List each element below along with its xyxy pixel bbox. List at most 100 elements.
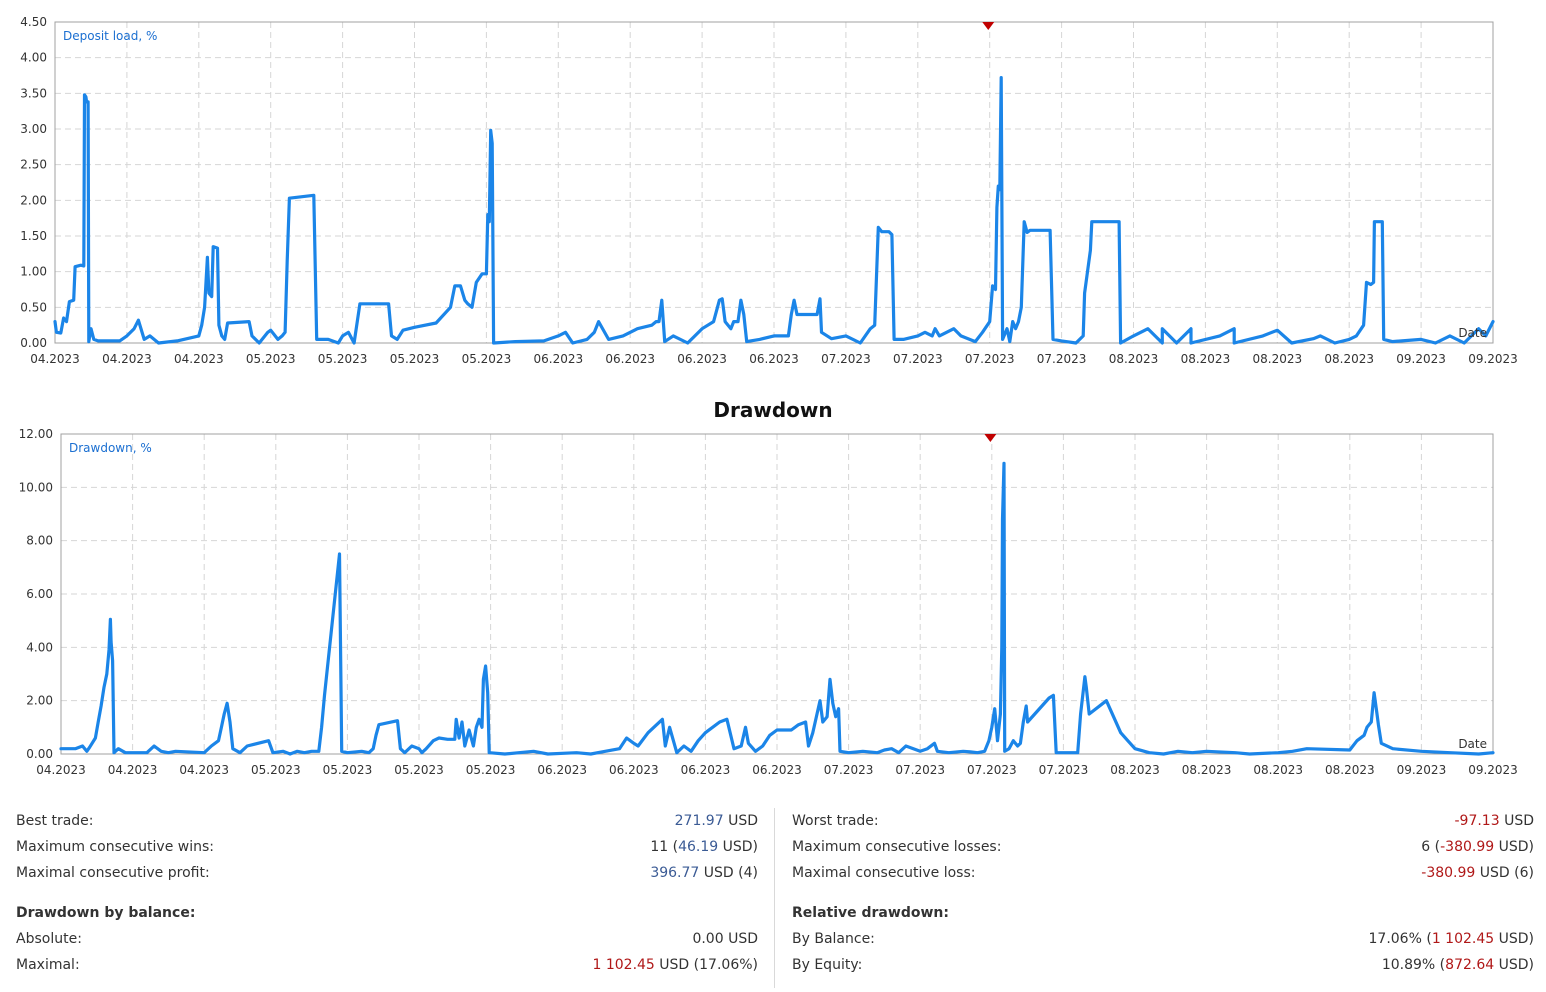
drawdown-chart-title: Drawdown [713, 398, 833, 422]
drawdown-x-tick-label: 05.2023 [394, 763, 444, 777]
max-consecutive-losses-row: Maximum consecutive losses: 6 (-380.99 U… [792, 834, 1534, 860]
deposit-load-x-tick-label: 08.2023 [1324, 352, 1374, 366]
drawdown-x-tick-label: 07.2023 [824, 763, 874, 777]
max-consecutive-profit-amount: 396.77 [650, 865, 700, 881]
deposit-load-x-tick-label: 08.2023 [1109, 352, 1159, 366]
deposit-load-x-tick-label: 05.2023 [318, 352, 368, 366]
absolute-drawdown-row: Absolute: 0.00 USD [16, 926, 758, 952]
max-consecutive-losses-unit: USD [1498, 839, 1529, 855]
max-consecutive-profit-unit: USD [703, 865, 734, 881]
max-consecutive-profit-value: 396.77 USD (4) [650, 865, 758, 881]
drawdown-x-tick-label: 05.2023 [323, 763, 373, 777]
deposit-load-chart: 04.2023 04.2023 04.2023 05.2023 05.2023 05.20… [20, 15, 1518, 366]
drawdown-x-tick-label: 04.2023 [179, 763, 229, 777]
deposit-load-x-tick-label: 08.2023 [1181, 352, 1231, 366]
stats-left-panel: Best trade: 271.97 USD Maximum consecuti… [16, 808, 758, 978]
worst-trade-label: Worst trade: [792, 813, 879, 829]
deposit-load-x-tick-label: 07.2023 [1037, 352, 1087, 366]
deposit-load-x-axis-label: Date [1458, 326, 1487, 340]
max-consecutive-wins-amount: 46.19 [678, 839, 719, 855]
drawdown-y-tick-label: 8.00 [26, 534, 53, 548]
max-consecutive-profit-count: 4 [743, 865, 753, 881]
deposit-load-x-tick-label: 05.2023 [246, 352, 296, 366]
deposit-load-y-tick-label: 2.50 [20, 158, 47, 172]
worst-trade-row: Worst trade: -97.13 USD [792, 808, 1534, 834]
deposit-load-y-tick-label: 1.00 [20, 265, 47, 279]
deposit-load-peak-marker [982, 22, 995, 30]
drawdown-y-tick-label: 12.00 [19, 428, 53, 441]
maximal-drawdown-value: 1 102.45 USD (17.06%) [592, 957, 759, 973]
max-consecutive-loss-row: Maximal consecutive loss: -380.99 USD (6… [792, 860, 1534, 886]
deposit-load-series-line [53, 76, 1495, 345]
drawdown-x-tick-label: 07.2023 [1039, 763, 1089, 777]
deposit-load-x-tick-label: 06.2023 [677, 352, 727, 366]
relative-drawdown-heading: Relative drawdown: [792, 905, 949, 921]
drawdown-x-tick-label: 04.2023 [36, 763, 86, 777]
by-balance-label: By Balance: [792, 931, 875, 947]
drawdown-x-tick-label: 05.2023 [251, 763, 301, 777]
deposit-load-y-tick-label: 0.50 [20, 300, 47, 314]
drawdown-y-tick-label: 10.00 [19, 480, 53, 494]
best-trade-value: 271.97 USD [675, 808, 758, 834]
drawdown-x-tick-label: 06.2023 [681, 763, 731, 777]
drawdown-y-tick-label: 4.00 [26, 640, 53, 654]
by-equity-pct: 10.89% [1381, 957, 1436, 973]
by-balance-row: By Balance: 17.06% (1 102.45 USD) [792, 926, 1534, 952]
deposit-load-y-tick-label: 3.00 [20, 122, 47, 136]
best-trade-amount: 271.97 [674, 813, 724, 829]
deposit-load-x-tick-label: 05.2023 [462, 352, 512, 366]
max-consecutive-loss-count: 6 [1519, 865, 1529, 881]
drawdown-x-axis-label: Date [1458, 737, 1487, 751]
by-balance-amount: 1 102.45 [1431, 931, 1495, 947]
by-equity-row: By Equity: 10.89% (872.64 USD) [792, 952, 1534, 978]
max-consecutive-losses-count: 6 [1421, 839, 1431, 855]
deposit-load-x-tick-label: 07.2023 [821, 352, 871, 366]
drawdown-x-tick-label: 08.2023 [1325, 763, 1375, 777]
max-consecutive-loss-value: -380.99 USD (6) [1421, 865, 1534, 881]
drawdown-by-balance-heading: Drawdown by balance: [16, 905, 196, 921]
deposit-load-x-tick-label: 09.2023 [1396, 352, 1446, 366]
by-balance-pct: 17.06% [1368, 931, 1422, 947]
drawdown-x-tick-label: 07.2023 [967, 763, 1017, 777]
drawdown-chart: 04.2023 04.2023 04.2023 05.2023 05.2023 05.20… [19, 428, 1518, 777]
deposit-load-y-tick-label: 2.00 [20, 193, 47, 207]
deposit-load-x-tick-label: 04.2023 [30, 352, 80, 366]
max-consecutive-losses-label: Maximum consecutive losses: [792, 839, 1002, 855]
deposit-load-y-tick-label: 4.50 [20, 15, 47, 29]
drawdown-peak-marker [984, 434, 997, 442]
max-consecutive-profit-label: Maximal consecutive profit: [16, 865, 210, 881]
max-consecutive-loss-amount: -380.99 [1421, 865, 1476, 881]
max-consecutive-loss-unit: USD [1479, 865, 1510, 881]
max-consecutive-loss-label: Maximal consecutive loss: [792, 865, 976, 881]
deposit-load-y-tick-label: 1.50 [20, 229, 47, 243]
drawdown-x-tick-label: 06.2023 [537, 763, 587, 777]
best-trade-row: Best trade: 271.97 USD [16, 808, 758, 834]
maximal-drawdown-row: Maximal: 1 102.45 USD (17.06%) [16, 952, 758, 978]
max-consecutive-wins-label: Maximum consecutive wins: [16, 839, 214, 855]
deposit-load-y-tick-label: 0.00 [20, 336, 47, 350]
by-equity-label: By Equity: [792, 957, 863, 973]
deposit-load-x-tick-label: 06.2023 [533, 352, 583, 366]
drawdown-x-tick-label: 06.2023 [609, 763, 659, 777]
drawdown-y-tick-label: 6.00 [26, 587, 53, 601]
max-consecutive-profit-row: Maximal consecutive profit: 396.77 USD (… [16, 860, 758, 886]
deposit-load-x-tick-label: 05.2023 [390, 352, 440, 366]
worst-trade-amount: -97.13 [1454, 813, 1500, 829]
deposit-load-x-tick-label: 06.2023 [605, 352, 655, 366]
deposit-load-x-tick-label: 08.2023 [1252, 352, 1302, 366]
deposit-load-y-tick-label: 4.00 [20, 51, 47, 65]
drawdown-x-tick-label: 08.2023 [1253, 763, 1303, 777]
by-equity-amount: 872.64 [1445, 957, 1495, 973]
drawdown-x-tick-label: 09.2023 [1397, 763, 1447, 777]
best-trade-unit: USD [728, 813, 758, 829]
deposit-load-x-tick-label: 09.2023 [1468, 352, 1518, 366]
drawdown-x-tick-label: 06.2023 [752, 763, 802, 777]
drawdown-x-tick-label: 09.2023 [1468, 763, 1518, 777]
deposit-load-x-tick-label: 04.2023 [102, 352, 152, 366]
deposit-load-plot-frame [54, 21, 1494, 344]
absolute-drawdown-label: Absolute: [16, 931, 82, 947]
maximal-drawdown-pct: 17.06% [699, 957, 753, 973]
drawdown-x-tick-label: 08.2023 [1110, 763, 1160, 777]
drawdown-series-line [59, 461, 1495, 756]
maximal-drawdown-label: Maximal: [16, 957, 80, 973]
